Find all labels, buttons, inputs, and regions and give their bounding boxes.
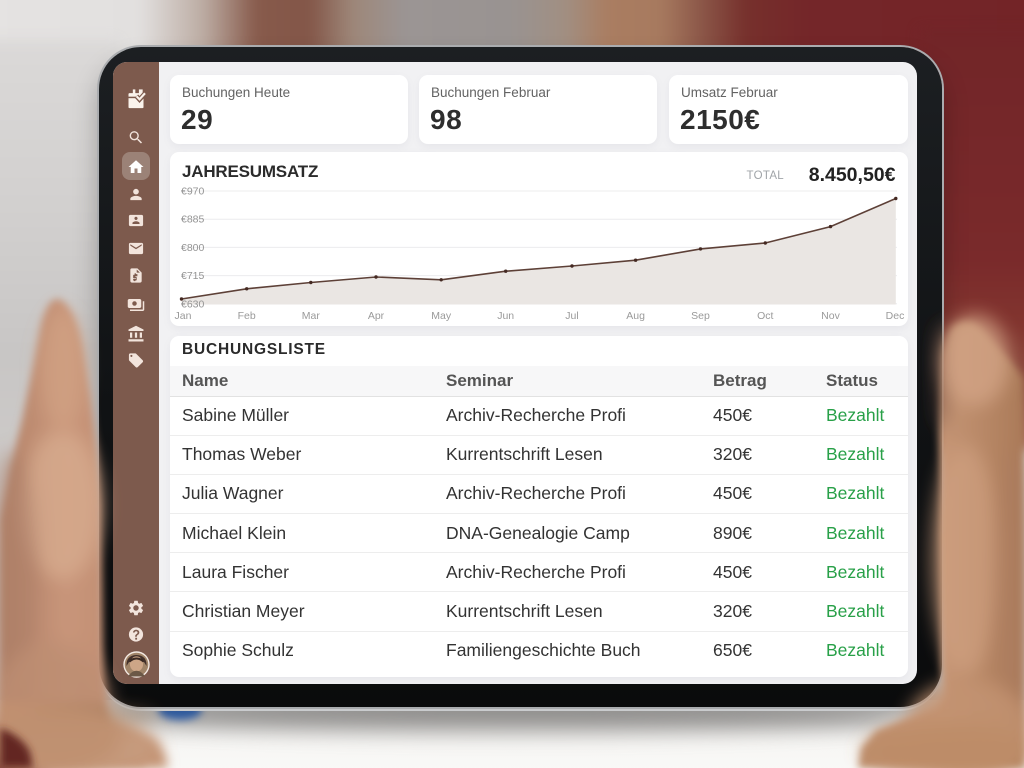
- svg-text:€970: €970: [181, 186, 205, 198]
- svg-text:Oct: Oct: [757, 310, 773, 322]
- svg-text:Mar: Mar: [302, 310, 321, 322]
- svg-text:€715: €715: [181, 270, 205, 282]
- svg-text:€800: €800: [181, 242, 205, 254]
- svg-text:Nov: Nov: [821, 310, 840, 322]
- svg-text:Jun: Jun: [497, 310, 514, 322]
- svg-text:Jan: Jan: [175, 310, 192, 322]
- svg-text:Sep: Sep: [691, 310, 710, 322]
- svg-text:Dec: Dec: [886, 310, 905, 322]
- svg-text:€885: €885: [181, 214, 205, 226]
- svg-text:Apr: Apr: [368, 310, 385, 322]
- svg-text:Jul: Jul: [565, 310, 578, 322]
- svg-text:Aug: Aug: [626, 310, 645, 322]
- svg-text:Feb: Feb: [238, 310, 256, 322]
- svg-text:€630: €630: [181, 298, 205, 310]
- svg-text:May: May: [431, 310, 452, 322]
